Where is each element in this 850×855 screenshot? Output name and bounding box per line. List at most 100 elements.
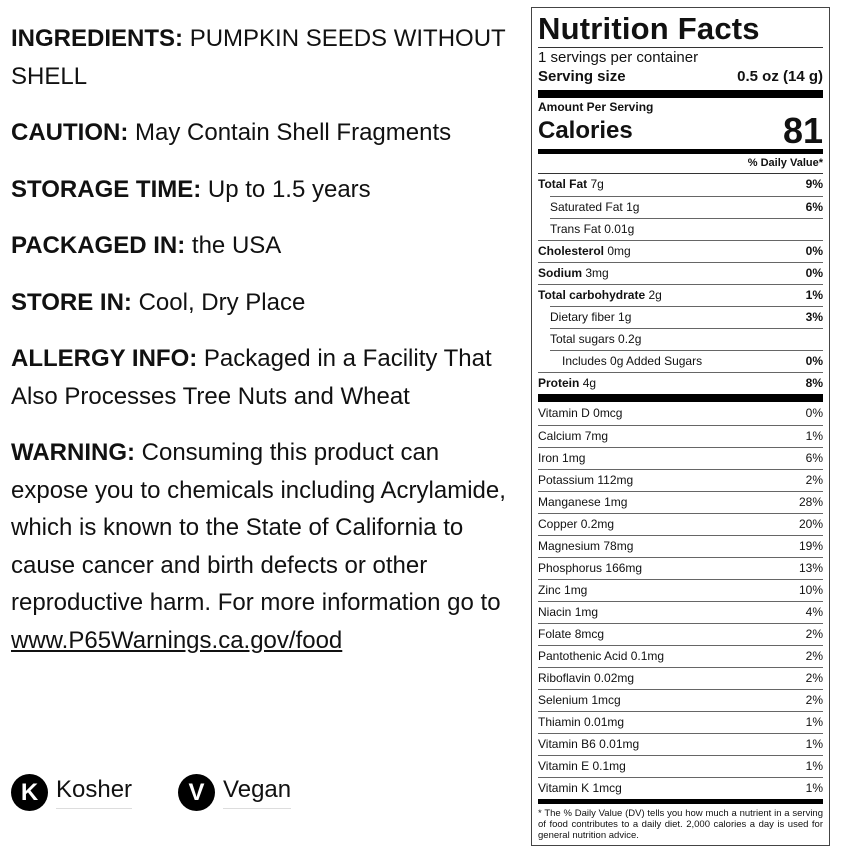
nutrient-row: Thiamin 0.01mg 1% xyxy=(538,711,823,733)
vitamin-list: Vitamin D 0mcg 0% Calcium 7mg 1% Iron 1mg 6% P… xyxy=(538,403,823,799)
nutrient-row: Total Fat 7g 9% xyxy=(538,174,823,196)
nutrient-name: Includes 0g Added Sugars xyxy=(562,354,703,368)
p65-warnings-link[interactable]: www.P65Warnings.ca.gov/food xyxy=(11,626,343,654)
warning: WARNING: Consuming this product can expo… xyxy=(11,439,506,654)
nutrient-row: Phosphorus 166mg 13% xyxy=(538,557,823,579)
nutrient-name: Total Fat 7g xyxy=(538,177,604,191)
nutrient-daily-value: 4% xyxy=(805,605,823,619)
divider xyxy=(538,799,823,804)
kosher-icon: K xyxy=(11,774,48,811)
divider xyxy=(538,90,823,98)
nutrient-daily-value: 2% xyxy=(805,671,823,685)
nutrient-name: Vitamin E 0.1mg xyxy=(538,759,626,773)
badges: K Kosher V Vegan xyxy=(11,774,292,811)
nutrient-daily-value: 1% xyxy=(805,715,823,729)
nutrient-name: Potassium 112mg xyxy=(538,473,634,487)
nutrient-daily-value: 8% xyxy=(805,376,823,390)
nutrient-row: Total carbohydrate 2g 1% xyxy=(538,284,823,306)
nutrient-daily-value: 3% xyxy=(805,310,823,324)
nutrient-name: Niacin 1mg xyxy=(538,605,599,619)
ingredients: INGREDIENTS: PUMPKIN SEEDS WITHOUT SHELL xyxy=(11,25,506,90)
nutrient-name: Vitamin D 0mcg xyxy=(538,406,623,420)
nutrient-row: Vitamin B6 0.01mg 1% xyxy=(538,733,823,755)
packaged-in: PACKAGED IN: the USA xyxy=(11,232,282,259)
nutrient-row: Protein 4g 8% xyxy=(538,372,823,394)
nutrient-row: Copper 0.2mg 20% xyxy=(538,513,823,535)
nutrient-daily-value: 0% xyxy=(805,244,823,258)
nutrient-daily-value: 19% xyxy=(798,539,823,553)
divider xyxy=(538,394,823,402)
nutrition-title: Nutrition Facts xyxy=(538,12,823,48)
nutrient-row: Dietary fiber 1g 3% xyxy=(550,306,823,328)
nutrient-name: Vitamin B6 0.01mg xyxy=(538,737,640,751)
nutrient-daily-value: 0% xyxy=(805,354,823,368)
nutrient-daily-value: 1% xyxy=(805,781,823,795)
nutrient-name: Cholesterol 0mg xyxy=(538,244,631,258)
nutrient-daily-value: 28% xyxy=(798,495,823,509)
nutrient-name: Total carbohydrate 2g xyxy=(538,288,662,302)
nutrient-daily-value: 9% xyxy=(805,177,823,191)
nutrient-row: Total sugars 0.2g xyxy=(550,328,823,350)
caution: CAUTION: May Contain Shell Fragments xyxy=(11,119,452,146)
nutrient-row: Iron 1mg 6% xyxy=(538,447,823,469)
nutrient-daily-value: 1% xyxy=(805,737,823,751)
allergy-info: ALLERGY INFO: Packaged in a Facility Tha… xyxy=(11,345,492,410)
nutrient-row: Selenium 1mcg 2% xyxy=(538,689,823,711)
nutrient-name: Sodium 3mg xyxy=(538,266,609,280)
nutrient-row: Calcium 7mg 1% xyxy=(538,425,823,447)
nutrient-name: Folate 8mcg xyxy=(538,627,605,641)
serving-size: Serving size 0.5 oz (14 g) xyxy=(538,68,823,85)
nutrient-daily-value: 20% xyxy=(798,517,823,531)
nutrient-daily-value: 2% xyxy=(805,649,823,663)
nutrition-facts-label: Nutrition Facts 1 servings per container… xyxy=(531,7,830,846)
nutrient-name: Protein 4g xyxy=(538,376,597,390)
nutrient-row: Vitamin K 1mcg 1% xyxy=(538,777,823,799)
nutrient-name: Manganese 1mg xyxy=(538,495,628,509)
nutrient-daily-value: 2% xyxy=(805,473,823,487)
nutrient-row: Includes 0g Added Sugars 0% xyxy=(550,350,823,372)
nutrient-row: Sodium 3mg 0% xyxy=(538,262,823,284)
nutrient-daily-value: 1% xyxy=(805,759,823,773)
store-in: STORE IN: Cool, Dry Place xyxy=(11,288,306,316)
nutrient-name: Saturated Fat 1g xyxy=(550,200,640,214)
nutrient-daily-value: 0% xyxy=(805,406,823,420)
nutrient-row: Saturated Fat 1g 6% xyxy=(550,196,823,218)
nutrient-row: Folate 8mcg 2% xyxy=(538,623,823,645)
nutrient-daily-value: 6% xyxy=(805,451,823,465)
servings-per-container: 1 servings per container xyxy=(538,49,699,66)
nutrient-name: Total sugars 0.2g xyxy=(550,332,642,346)
divider xyxy=(538,149,823,154)
nutrient-daily-value: 2% xyxy=(805,693,823,707)
nutrient-row: Zinc 1mg 10% xyxy=(538,579,823,601)
nutrient-name: Selenium 1mcg xyxy=(538,693,621,707)
nutrient-daily-value: 13% xyxy=(798,561,823,575)
nutrient-row: Cholesterol 0mg 0% xyxy=(538,240,823,262)
nutrient-row: Niacin 1mg 4% xyxy=(538,601,823,623)
nutrient-daily-value: 6% xyxy=(805,200,823,214)
nutrient-row: Vitamin D 0mcg 0% xyxy=(538,403,823,425)
daily-value-header: % Daily Value* xyxy=(538,154,823,174)
nutrient-row: Magnesium 78mg 19% xyxy=(538,535,823,557)
nutrient-daily-value: 10% xyxy=(798,583,823,597)
nutrient-name: Iron 1mg xyxy=(538,451,586,465)
nutrient-row: Riboflavin 0.02mg 2% xyxy=(538,667,823,689)
nutrient-name: Pantothenic Acid 0.1mg xyxy=(538,649,665,663)
nutrient-name: Dietary fiber 1g xyxy=(550,310,632,324)
vegan-icon: V xyxy=(178,774,216,811)
nutrient-name: Phosphorus 166mg xyxy=(538,561,643,575)
footnote: * The % Daily Value (DV) tells you how m… xyxy=(538,808,823,841)
nutrient-name: Calcium 7mg xyxy=(538,429,609,443)
nutrient-daily-value: 2% xyxy=(805,627,823,641)
nutrient-name: Vitamin K 1mcg xyxy=(538,781,622,795)
nutrient-daily-value: 0% xyxy=(805,266,823,280)
nutrient-name: Trans Fat 0.01g xyxy=(550,222,635,236)
nutrient-row: Potassium 112mg 2% xyxy=(538,469,823,491)
nutrient-name: Riboflavin 0.02mg xyxy=(538,671,635,685)
nutrient-row: Vitamin E 0.1mg 1% xyxy=(538,755,823,777)
kosher-badge: K Kosher xyxy=(11,774,133,811)
product-info: INGREDIENTS: PUMPKIN SEEDS WITHOUT SHELL… xyxy=(11,20,511,678)
nutrient-row: Pantothenic Acid 0.1mg 2% xyxy=(538,645,823,667)
amount-per-serving: Amount Per Serving xyxy=(538,100,654,114)
nutrient-row: Trans Fat 0.01g xyxy=(550,218,823,240)
vegan-badge: V Vegan xyxy=(178,774,292,811)
